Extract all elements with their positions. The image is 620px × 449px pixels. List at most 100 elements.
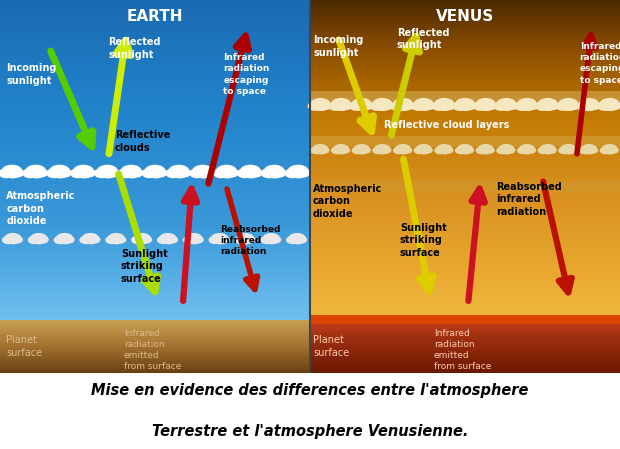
- Circle shape: [285, 169, 300, 177]
- Bar: [0, 157, 310, 158]
- Bar: [310, 274, 620, 276]
- Circle shape: [198, 171, 209, 178]
- Bar: [310, 74, 620, 75]
- Bar: [0, 276, 310, 277]
- Bar: [310, 127, 620, 128]
- Circle shape: [402, 102, 414, 110]
- Bar: [310, 224, 620, 226]
- Circle shape: [370, 102, 384, 110]
- Bar: [310, 211, 620, 213]
- Circle shape: [561, 145, 576, 154]
- Bar: [0, 308, 310, 309]
- Circle shape: [218, 237, 229, 243]
- Circle shape: [497, 147, 508, 154]
- Bar: [0, 274, 310, 276]
- Circle shape: [538, 147, 549, 154]
- Circle shape: [379, 149, 387, 154]
- Circle shape: [435, 147, 446, 154]
- Bar: [310, 37, 620, 39]
- Bar: [310, 138, 620, 140]
- Bar: [0, 163, 310, 165]
- Bar: [310, 288, 620, 290]
- Bar: [0, 158, 310, 160]
- Bar: [0, 86, 310, 88]
- Circle shape: [358, 149, 366, 154]
- Circle shape: [38, 237, 48, 243]
- Bar: [310, 85, 620, 87]
- Bar: [0, 162, 310, 163]
- Circle shape: [5, 233, 21, 243]
- Circle shape: [443, 147, 453, 153]
- Bar: [0, 24, 310, 26]
- Text: Reabsorbed
infrared
radiation: Reabsorbed infrared radiation: [496, 182, 562, 217]
- Bar: [310, 197, 620, 199]
- Bar: [310, 94, 620, 96]
- Circle shape: [518, 99, 536, 110]
- Bar: [310, 0, 620, 2]
- Bar: [0, 258, 310, 260]
- Bar: [0, 291, 310, 293]
- Bar: [0, 202, 310, 203]
- Circle shape: [97, 165, 117, 177]
- Circle shape: [235, 237, 247, 243]
- Bar: [0, 261, 310, 263]
- Circle shape: [237, 169, 252, 177]
- Bar: [310, 144, 620, 146]
- Bar: [0, 131, 310, 133]
- Bar: [0, 187, 310, 189]
- Circle shape: [311, 147, 322, 154]
- Circle shape: [456, 147, 466, 154]
- Bar: [0, 114, 310, 115]
- Bar: [310, 48, 620, 50]
- Bar: [0, 205, 310, 207]
- Bar: [0, 186, 310, 188]
- Bar: [0, 220, 310, 221]
- Circle shape: [202, 169, 215, 177]
- Circle shape: [289, 233, 305, 243]
- Bar: [0, 40, 310, 42]
- Circle shape: [600, 147, 611, 154]
- Circle shape: [559, 99, 578, 110]
- Bar: [310, 53, 620, 54]
- Bar: [0, 125, 310, 127]
- Circle shape: [443, 102, 455, 110]
- Bar: [310, 200, 620, 202]
- Text: Reflective cloud layers: Reflective cloud layers: [384, 120, 509, 130]
- Bar: [310, 189, 620, 191]
- Bar: [0, 285, 310, 287]
- Circle shape: [420, 149, 428, 154]
- Bar: [310, 157, 620, 158]
- Bar: [310, 83, 620, 85]
- Circle shape: [47, 169, 61, 177]
- Circle shape: [286, 237, 298, 243]
- Circle shape: [177, 169, 190, 177]
- Circle shape: [337, 104, 347, 110]
- Circle shape: [526, 147, 536, 153]
- Bar: [0, 128, 310, 130]
- Bar: [0, 35, 310, 37]
- Bar: [310, 269, 620, 271]
- Bar: [0, 80, 310, 82]
- Bar: [0, 102, 310, 104]
- Circle shape: [108, 233, 125, 243]
- Bar: [0, 184, 310, 186]
- Circle shape: [588, 147, 598, 153]
- Circle shape: [502, 104, 513, 110]
- Bar: [0, 221, 310, 223]
- Bar: [310, 315, 620, 324]
- Circle shape: [419, 104, 430, 110]
- Text: VENUS: VENUS: [436, 9, 494, 24]
- Circle shape: [505, 102, 517, 110]
- Bar: [0, 69, 310, 70]
- Bar: [310, 117, 620, 119]
- Bar: [0, 253, 310, 255]
- Bar: [310, 295, 620, 296]
- Circle shape: [23, 169, 37, 177]
- Bar: [0, 101, 310, 102]
- Bar: [310, 80, 620, 82]
- Circle shape: [338, 149, 346, 154]
- Bar: [0, 66, 310, 67]
- Bar: [310, 227, 620, 229]
- Circle shape: [216, 238, 225, 244]
- Circle shape: [313, 145, 328, 154]
